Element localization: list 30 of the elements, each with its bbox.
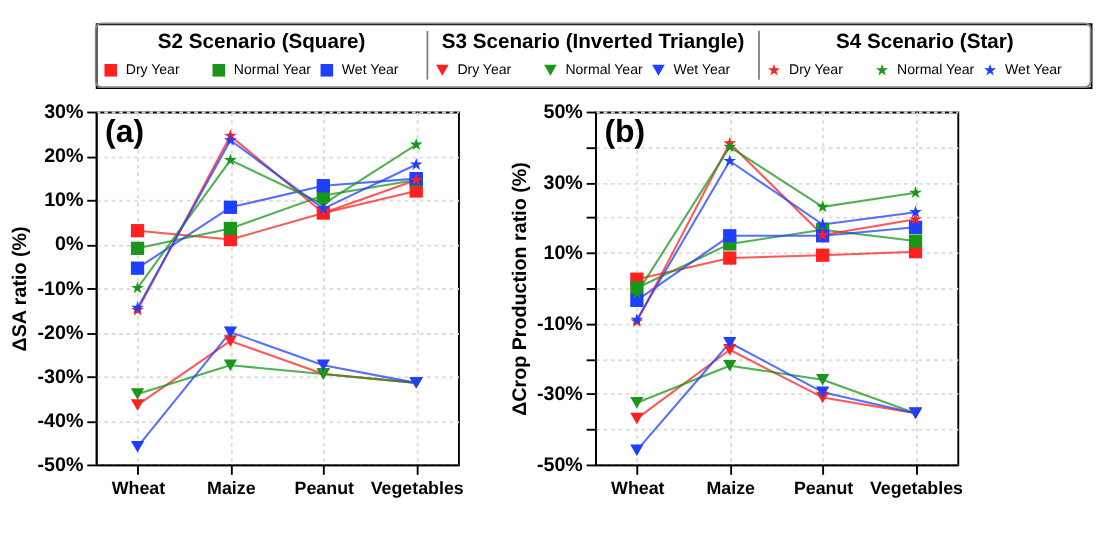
y-tick-label: -10%: [37, 278, 85, 301]
x-tick-label: Wheat: [611, 477, 665, 498]
x-tick-label: Peanut: [793, 477, 854, 498]
y-tick-label: -30%: [536, 384, 584, 407]
x-tick-label: Peanut: [294, 477, 355, 498]
y-tick-label: 50%: [543, 102, 584, 125]
y-tick-label: 20%: [44, 146, 85, 169]
annotation: (a): [105, 115, 145, 150]
y-tick-label: -50%: [37, 455, 85, 478]
y-tick-label: -40%: [37, 410, 85, 433]
y-tick-label: 10%: [44, 190, 85, 213]
x-tick-label: Vegetables: [869, 477, 964, 498]
y-axis-title: ΔCrop Production ratio (%): [509, 162, 532, 416]
y-tick-label: -50%: [536, 455, 584, 478]
y-tick-label: 0%: [55, 234, 85, 257]
x-tick-label: Vegetables: [370, 477, 464, 498]
x-tick-label: Wheat: [111, 477, 166, 498]
y-tick-label: 30%: [44, 102, 85, 125]
y-tick-label: 30%: [543, 172, 584, 195]
text: S4 Scenario (Star): [835, 31, 1014, 54]
y-tick-label: -10%: [536, 313, 584, 336]
y-tick-label: -20%: [37, 322, 85, 345]
y-tick-label: -30%: [37, 366, 85, 389]
text: S3 Scenario (Inverted Triangle): [441, 31, 745, 54]
annotation: (b): [604, 115, 646, 150]
y-tick-label: 10%: [543, 243, 584, 266]
text: S2 Scenario (Square): [157, 31, 366, 54]
y-axis-title: ΔSA ratio (%): [10, 226, 33, 352]
x-tick-label: Maize: [207, 477, 256, 498]
x-tick-label: Maize: [706, 477, 756, 498]
